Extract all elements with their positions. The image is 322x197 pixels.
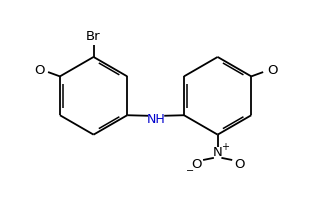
Text: O: O <box>234 158 244 171</box>
Text: −: − <box>185 166 194 176</box>
Text: Br: Br <box>86 30 101 43</box>
Text: O: O <box>267 64 278 77</box>
Text: N: N <box>213 147 223 160</box>
Text: NH: NH <box>147 112 166 125</box>
Text: O: O <box>34 64 44 77</box>
Text: +: + <box>221 142 229 152</box>
Text: O: O <box>191 158 201 171</box>
